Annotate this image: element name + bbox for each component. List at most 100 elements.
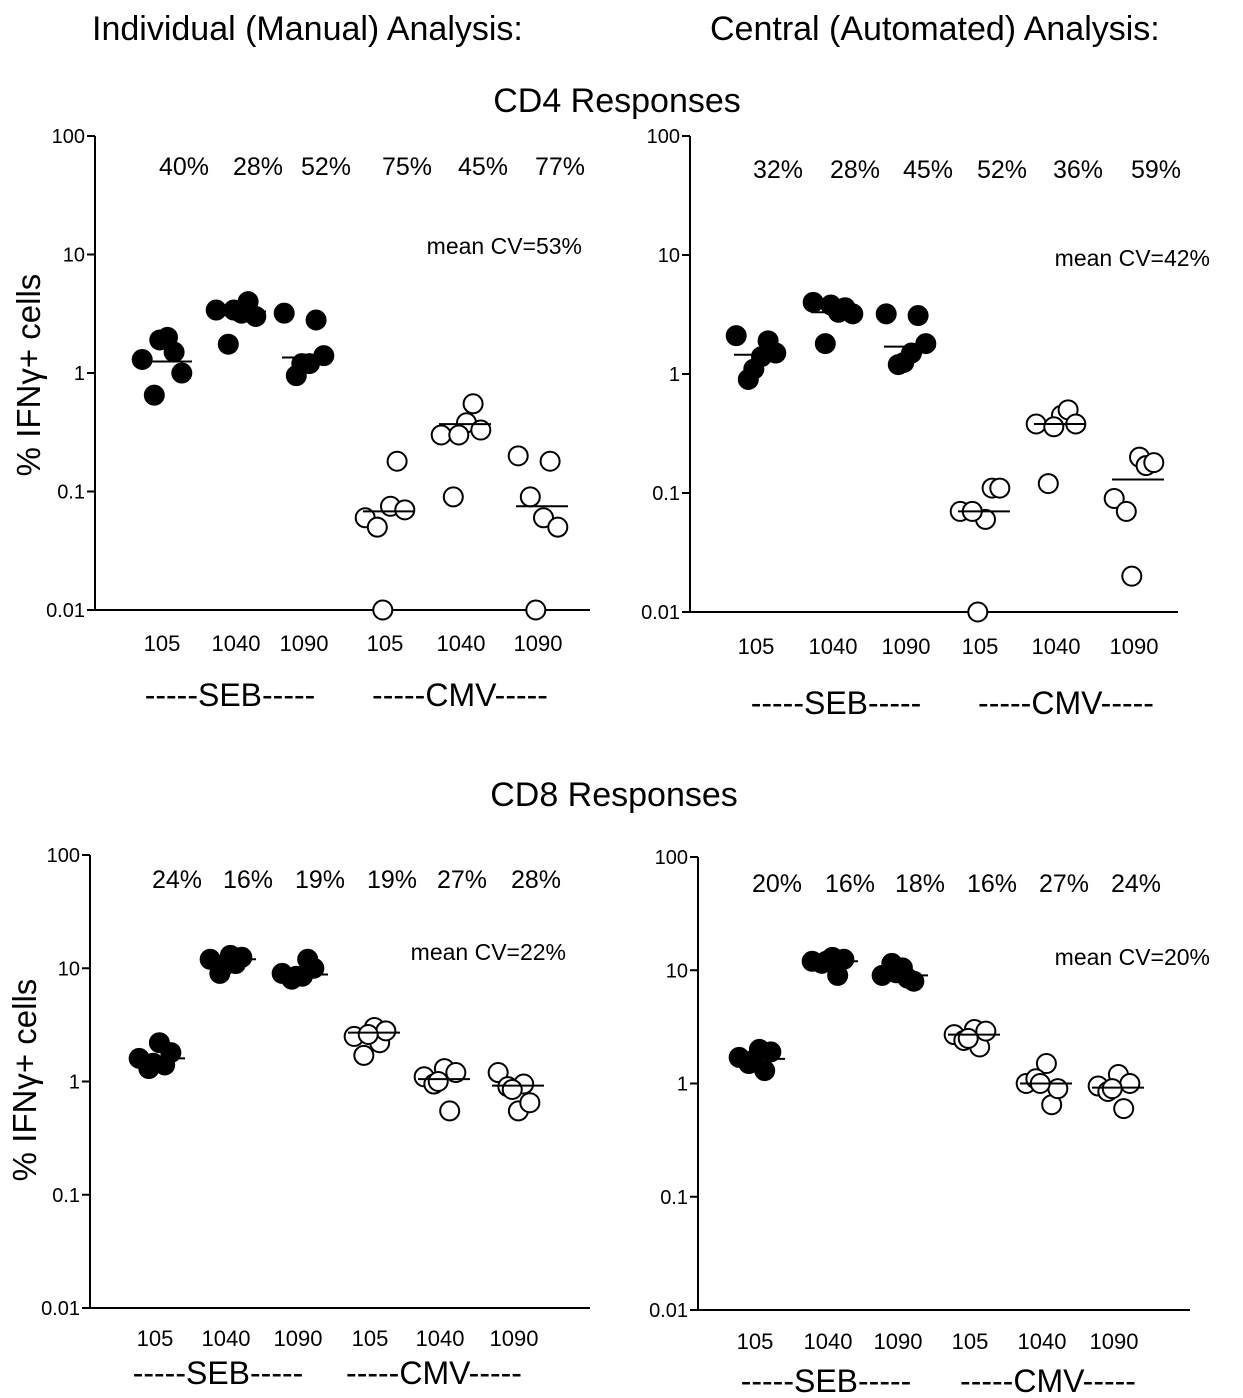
data-point xyxy=(725,325,747,347)
cv-label: 52% xyxy=(977,156,1027,184)
x-tick-label: 1090 xyxy=(874,1329,923,1354)
data-point xyxy=(1143,452,1165,474)
x-tick-label: 105 xyxy=(952,1329,989,1354)
data-point xyxy=(989,477,1011,499)
cv-label: 32% xyxy=(753,156,803,184)
data-point xyxy=(445,1062,467,1084)
data-point xyxy=(820,294,842,316)
cv-label: 19% xyxy=(295,866,345,894)
data-point xyxy=(525,599,547,621)
y-tick-label: 0.1 xyxy=(652,483,680,505)
header-right: Central (Automated) Analysis: xyxy=(710,10,1160,48)
x-tick-label: 105 xyxy=(367,631,404,656)
data-point xyxy=(742,1049,764,1071)
mean-cv-label: mean CV=42% xyxy=(1055,245,1210,271)
data-point xyxy=(372,599,394,621)
data-point xyxy=(1047,1078,1069,1100)
group-label: -----SEB----- xyxy=(133,1355,304,1391)
chart-panel-1: 100 10 1 0.1 0.01 105 1040 1090 105 1040 1090 -----… xyxy=(46,126,590,713)
y-tick-label: 1 xyxy=(69,1072,80,1094)
data-point xyxy=(1115,500,1137,522)
y-tick-label: 10 xyxy=(658,245,680,267)
y-tick-label: 0.1 xyxy=(52,1185,80,1207)
data-point xyxy=(907,305,929,327)
data-point xyxy=(305,309,327,331)
x-tick-label: 105 xyxy=(137,1326,174,1351)
data-point xyxy=(533,507,554,529)
cv-label: 45% xyxy=(458,153,508,181)
cv-label: 77% xyxy=(535,153,585,181)
data-point xyxy=(743,358,765,380)
data-point xyxy=(885,962,907,984)
data-point xyxy=(842,303,864,325)
data-point xyxy=(1035,1053,1057,1075)
data-point xyxy=(1121,565,1143,587)
data-point xyxy=(1103,487,1125,509)
data-point xyxy=(142,1052,164,1074)
data-point xyxy=(1119,1073,1141,1094)
x-tick-label: 105 xyxy=(962,634,999,659)
data-point xyxy=(893,351,915,373)
group-label: -----SEB----- xyxy=(741,1363,912,1398)
group-label: -----CMV----- xyxy=(346,1355,522,1391)
data-point xyxy=(539,450,561,472)
data-point xyxy=(430,424,452,446)
data-point xyxy=(519,1092,541,1114)
data-point xyxy=(448,424,470,446)
data-point xyxy=(231,946,253,968)
data-point xyxy=(217,333,239,355)
data-point xyxy=(915,333,937,355)
cv-label: 20% xyxy=(752,870,802,898)
cv-label: 36% xyxy=(1053,156,1103,184)
data-point xyxy=(160,1042,182,1064)
data-point xyxy=(245,305,267,327)
data-point xyxy=(875,303,897,325)
data-point xyxy=(501,1078,523,1100)
cv-label: 24% xyxy=(152,866,202,894)
group-label: -----CMV----- xyxy=(978,685,1154,721)
group-label: -----CMV----- xyxy=(372,677,548,713)
x-tick-label: 1090 xyxy=(280,631,329,656)
y-tick-label: 0.01 xyxy=(641,602,680,624)
y-tick-label: 0.01 xyxy=(649,1300,688,1322)
x-tick-label: 1090 xyxy=(882,634,931,659)
data-point xyxy=(833,948,855,970)
data-point xyxy=(375,1020,397,1042)
cv-label: 28% xyxy=(830,156,880,184)
data-point xyxy=(143,384,165,406)
y-tick-label: 0.01 xyxy=(41,1298,80,1320)
y-tick-label: 0.01 xyxy=(46,600,85,622)
x-tick-label: 1090 xyxy=(514,631,563,656)
cv-label: 59% xyxy=(1131,156,1181,184)
x-tick-label: 1090 xyxy=(1090,1329,1139,1354)
data-point xyxy=(303,957,325,979)
y-tick-label: 100 xyxy=(52,126,85,148)
data-point xyxy=(957,1027,979,1049)
data-point xyxy=(1101,1078,1123,1100)
mean-cv-label: mean CV=20% xyxy=(1055,944,1210,970)
x-tick-label: 105 xyxy=(352,1326,389,1351)
data-point xyxy=(353,1044,375,1066)
row-title-cd4: CD4 Responses xyxy=(493,82,741,120)
data-point xyxy=(462,393,484,415)
group-label: -----SEB----- xyxy=(751,685,922,721)
data-point xyxy=(427,1071,449,1092)
y-tick-label: 0.1 xyxy=(660,1187,688,1209)
cv-label: 18% xyxy=(895,870,945,898)
mean-cv-label: mean CV=53% xyxy=(427,233,582,259)
y-tick-label: 1 xyxy=(74,363,85,385)
y-axis-label-cd8: % IFNγ+ cells xyxy=(6,979,43,1182)
cv-label: 16% xyxy=(825,870,875,898)
header-left: Individual (Manual) Analysis: xyxy=(92,10,523,48)
data-point xyxy=(442,486,464,508)
x-tick-label: 1040 xyxy=(1018,1329,1067,1354)
cv-label: 16% xyxy=(967,870,1017,898)
data-point xyxy=(223,299,245,321)
x-tick-label: 1090 xyxy=(490,1326,539,1351)
cv-label: 27% xyxy=(437,866,487,894)
x-tick-label: 1040 xyxy=(804,1329,853,1354)
cv-label: 27% xyxy=(1039,870,1089,898)
data-point xyxy=(519,486,541,508)
data-point xyxy=(357,1024,379,1046)
